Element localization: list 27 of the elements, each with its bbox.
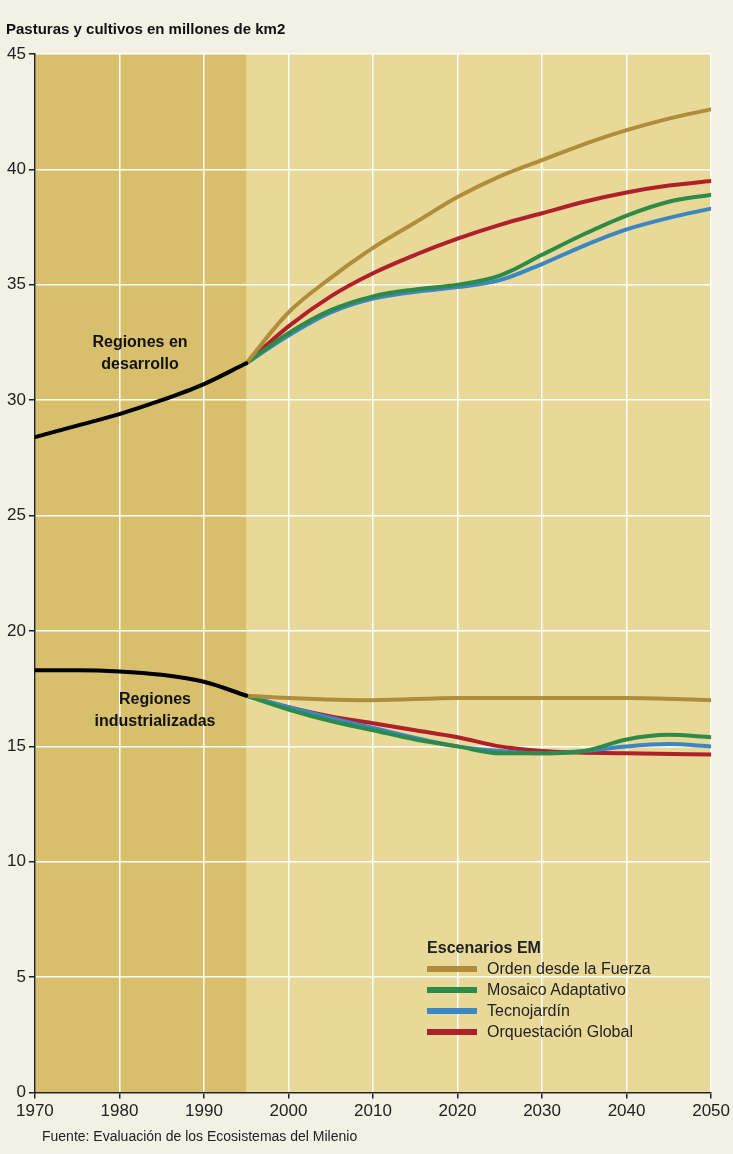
x-tick-label: 1990 bbox=[185, 1101, 223, 1121]
chart-title: Pasturas y cultivos en millones de km2 bbox=[6, 20, 286, 37]
y-tick-label: 35 bbox=[6, 274, 26, 294]
x-tick-label: 2020 bbox=[438, 1101, 477, 1121]
x-tick-label: 2010 bbox=[354, 1101, 392, 1121]
x-tick-label: 2000 bbox=[269, 1101, 308, 1121]
legend-label: Orquestación Global bbox=[486, 1022, 634, 1043]
line-series bbox=[244, 107, 712, 366]
y-tick-label: 10 bbox=[6, 851, 26, 871]
y-tick-label: 25 bbox=[6, 505, 26, 525]
source-note: Fuente: Evaluación de los Ecosistemas del Milenio bbox=[42, 1128, 358, 1144]
y-tick-label: 5 bbox=[16, 966, 26, 986]
legend-label: Tecnojardín bbox=[486, 1001, 571, 1022]
legend-label: Mosaico Adaptativo bbox=[486, 980, 627, 1001]
y-tick-label: 0 bbox=[16, 1082, 26, 1102]
y-tick-label: 15 bbox=[6, 736, 26, 756]
legend-label: Orden desde la Fuerza bbox=[486, 959, 651, 980]
x-tick-label: 1970 bbox=[16, 1101, 54, 1121]
y-tick-label: 30 bbox=[6, 389, 26, 409]
x-tick-label: 2040 bbox=[607, 1101, 646, 1121]
x-tick-label: 2030 bbox=[523, 1101, 561, 1121]
x-tick-label: 2050 bbox=[692, 1101, 730, 1121]
y-tick-label: 40 bbox=[6, 159, 26, 179]
x-tick-label: 1980 bbox=[100, 1101, 139, 1121]
y-tick-label: 45 bbox=[6, 43, 26, 63]
legend-title: Escenarios EM bbox=[427, 938, 542, 957]
y-tick-label: 20 bbox=[6, 620, 26, 640]
